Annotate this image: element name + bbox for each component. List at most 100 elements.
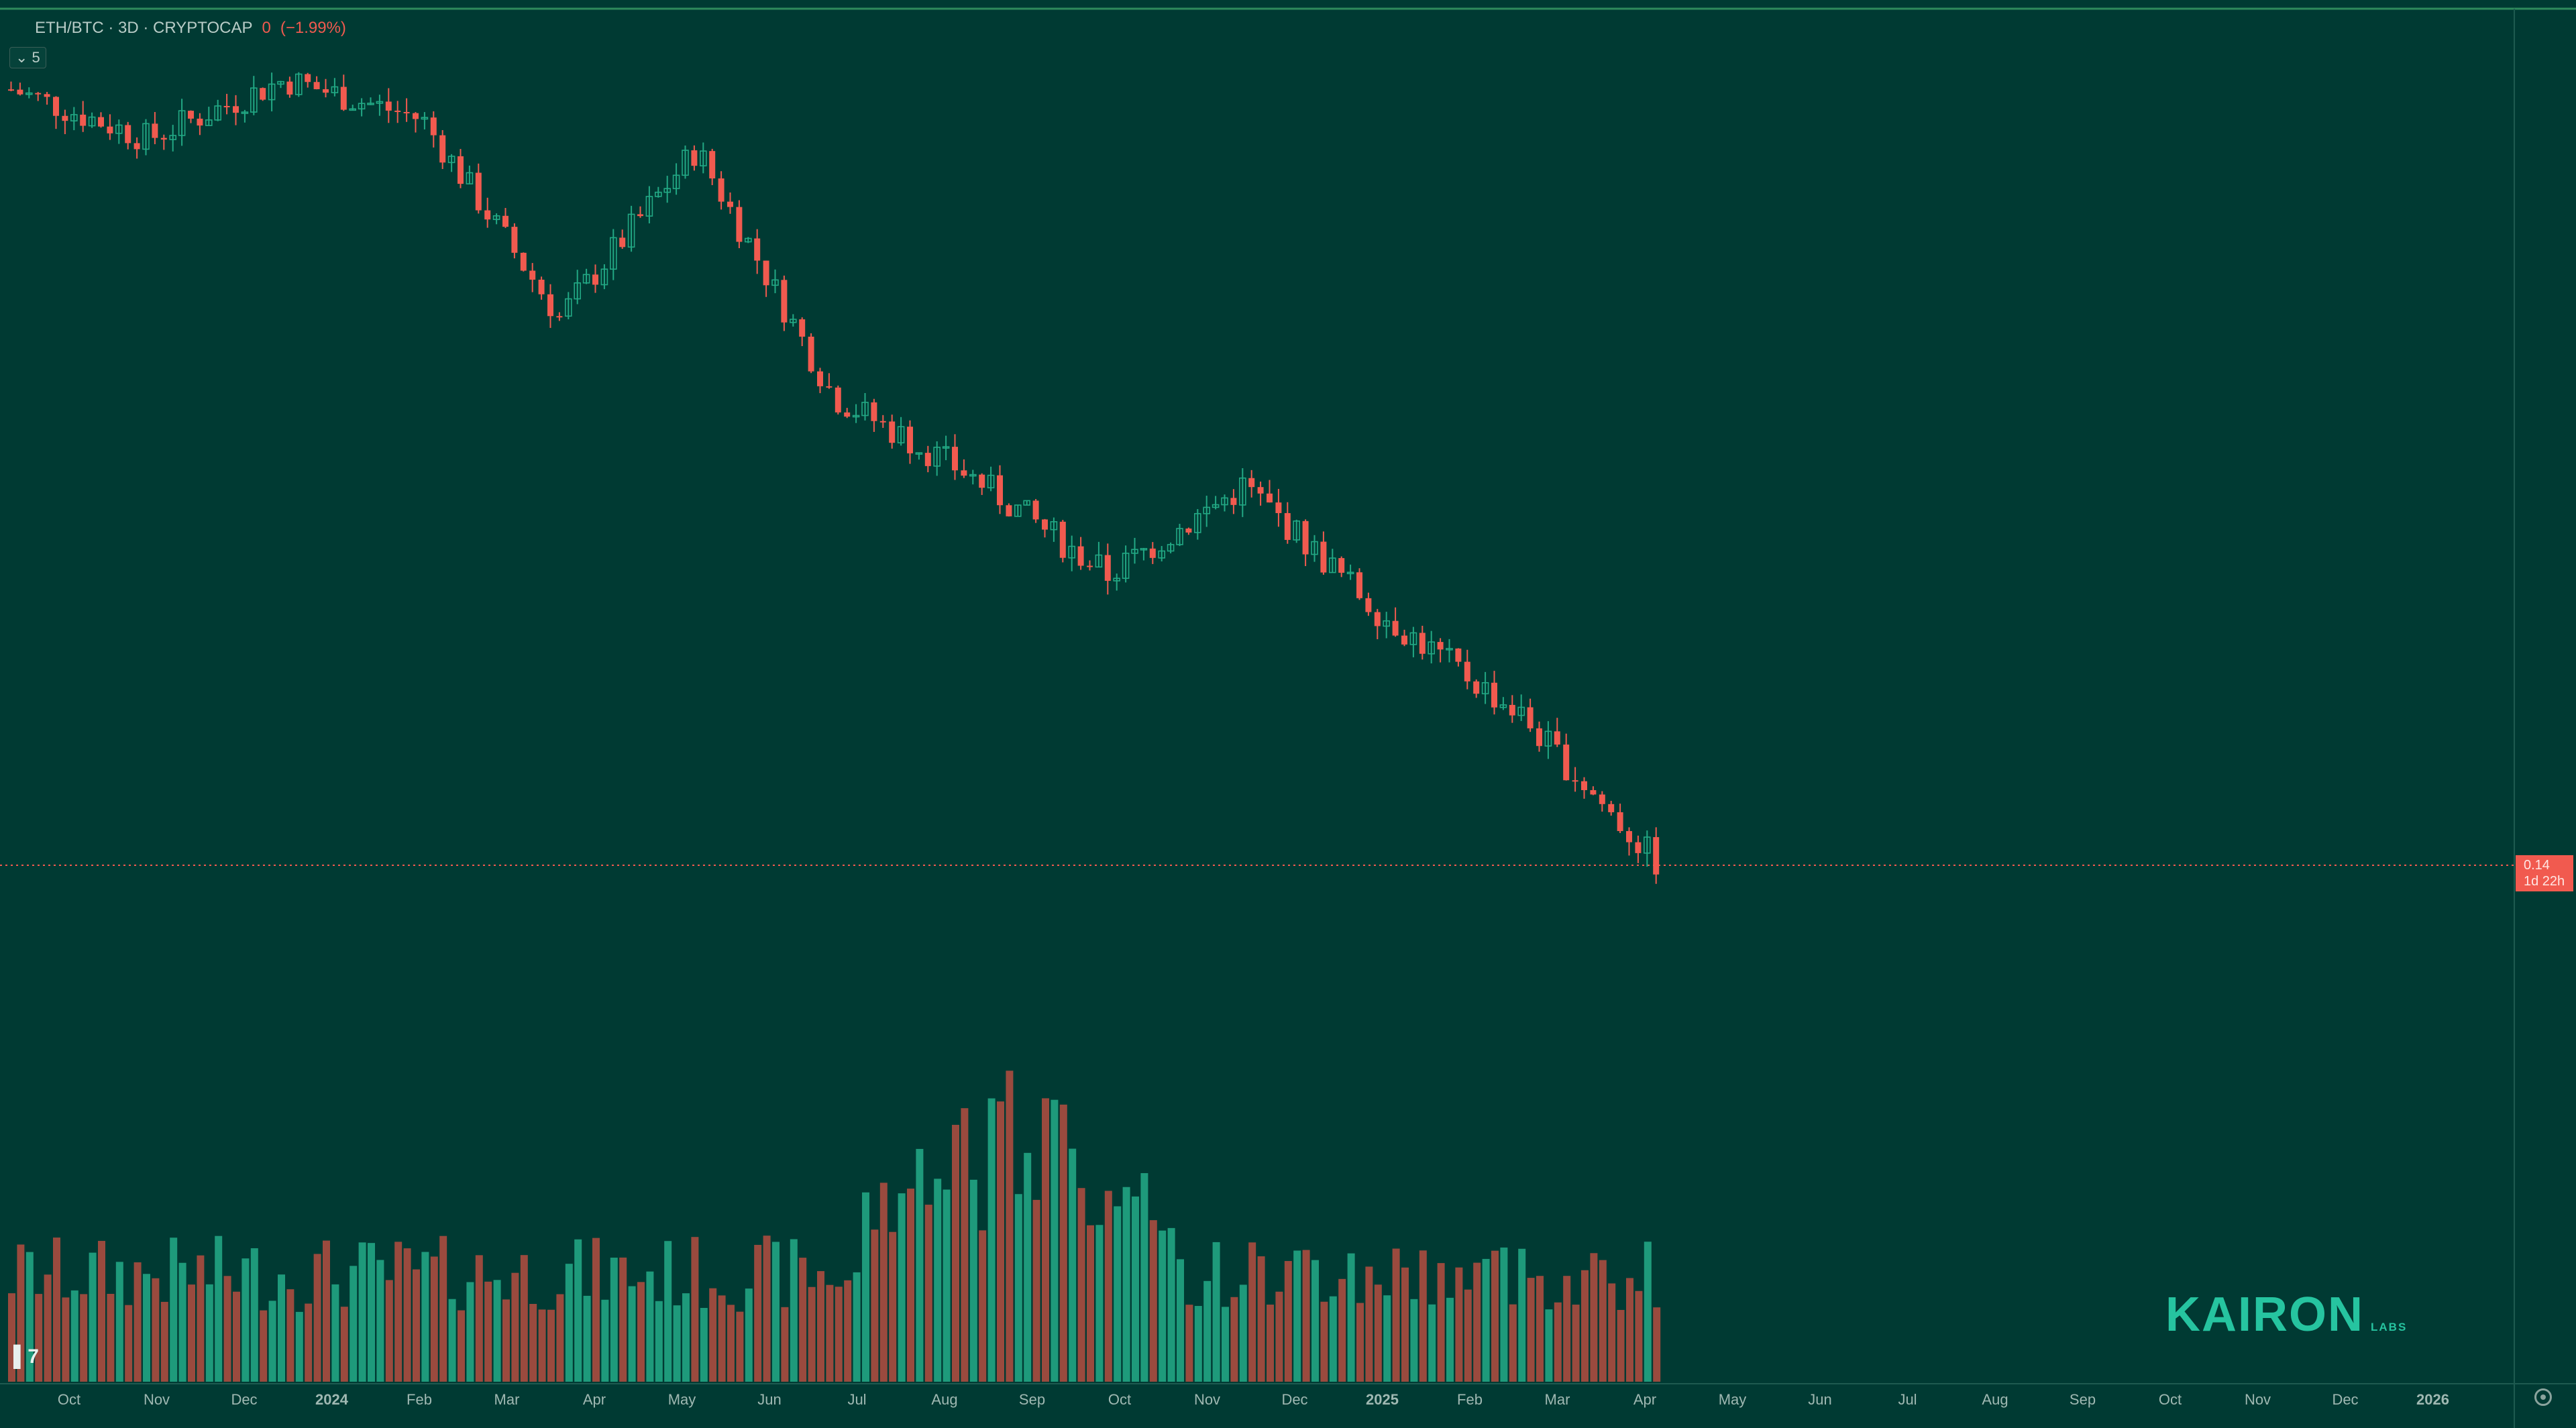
- volume-bar: [1024, 1152, 1032, 1382]
- volume-bar: [1329, 1296, 1337, 1382]
- candle-body: [574, 282, 582, 300]
- candle-body: [268, 83, 276, 101]
- time-axis-label: Apr: [1633, 1391, 1656, 1408]
- candle-body: [1464, 661, 1470, 681]
- volume-bar: [125, 1305, 133, 1382]
- volume-bar: [745, 1288, 753, 1382]
- volume-bar: [53, 1238, 60, 1382]
- candle-body: [1293, 520, 1300, 541]
- volume-bar: [1284, 1261, 1292, 1382]
- volume-bar: [1248, 1242, 1256, 1382]
- volume-bar: [987, 1098, 996, 1382]
- candle-body: [718, 178, 724, 202]
- time-axis-label: Oct: [2159, 1391, 2182, 1408]
- volume-bar: [1257, 1256, 1265, 1382]
- symbol-legend[interactable]: ETH/BTC · 3D · CRYPTOCAP 0 (−1.99%): [35, 19, 346, 38]
- candle-body: [8, 89, 14, 91]
- time-axis[interactable]: Oct Nov Dec 2024 Feb Mar Apr May Jun Jul Aug Sep Oct…: [58, 1391, 2449, 1408]
- candle-body: [627, 213, 635, 248]
- symbol-title[interactable]: ETH/BTC · 3D · CRYPTOCAP: [35, 19, 253, 37]
- candle-body: [466, 172, 474, 184]
- volume-bar: [98, 1241, 105, 1382]
- volume-bar: [790, 1239, 798, 1382]
- volume-bar: [233, 1291, 240, 1382]
- volume-bar: [1428, 1304, 1436, 1382]
- volume-bar: [772, 1242, 780, 1382]
- volume-bar: [1365, 1266, 1373, 1382]
- candle-body: [672, 174, 680, 189]
- volume-bar: [1410, 1299, 1418, 1382]
- candle-body: [277, 80, 284, 85]
- volume-bar: [1599, 1260, 1607, 1382]
- indicator-toggle-button[interactable]: ⌄ 5: [9, 47, 46, 68]
- candle-body: [736, 207, 743, 242]
- volume-bar: [610, 1258, 618, 1382]
- time-axis-label: Sep: [2070, 1391, 2096, 1408]
- candle-body: [682, 150, 689, 176]
- candle-body: [1113, 578, 1120, 582]
- time-axis-label: May: [668, 1391, 696, 1408]
- candle-body: [1590, 790, 1597, 795]
- time-axis-label: 2025: [1366, 1391, 1399, 1408]
- volume-bar: [934, 1178, 942, 1382]
- volume-bar: [241, 1258, 250, 1382]
- candle-body: [1509, 704, 1515, 716]
- volume-bar: [133, 1262, 142, 1382]
- volume-bar: [1132, 1196, 1139, 1382]
- volume-bar: [826, 1284, 834, 1382]
- candle-body: [1527, 707, 1534, 728]
- settings-icon[interactable]: [2534, 1388, 2552, 1406]
- candle-body: [663, 188, 672, 193]
- candle-body: [799, 319, 806, 337]
- candle-body: [53, 97, 59, 116]
- volume-bar: [250, 1248, 258, 1382]
- volume-bar: [511, 1272, 519, 1382]
- candle-body: [637, 214, 643, 217]
- candle-body: [924, 453, 931, 466]
- candle-body: [852, 415, 860, 418]
- candle-body: [835, 387, 841, 413]
- volume-bar: [403, 1248, 411, 1382]
- candle-body: [385, 101, 392, 111]
- indicator-count: 5: [32, 49, 40, 66]
- candle-body: [35, 93, 42, 95]
- volume-bar: [1159, 1230, 1167, 1382]
- candle-body: [349, 108, 357, 111]
- volume-bar: [188, 1284, 195, 1382]
- chevron-down-icon: ⌄: [15, 49, 28, 66]
- candle-body: [790, 319, 797, 323]
- candle-body: [1356, 572, 1362, 598]
- volume-bar: [969, 1179, 977, 1382]
- candle-body: [160, 138, 167, 140]
- volume-bar: [385, 1280, 393, 1382]
- candle-body: [323, 89, 329, 93]
- candle-body: [1140, 548, 1148, 551]
- volume-bar: [1554, 1302, 1562, 1382]
- candle-body: [645, 196, 653, 217]
- volume-bar: [538, 1309, 546, 1382]
- volume-bar: [754, 1244, 762, 1382]
- volume-bar: [1527, 1278, 1535, 1382]
- time-axis-label: Nov: [2245, 1391, 2271, 1408]
- candle-body: [897, 426, 905, 443]
- candle-body: [1212, 504, 1220, 508]
- legend-change: (−1.99%): [280, 19, 346, 37]
- volume-bar: [943, 1189, 951, 1382]
- volume-bar: [1122, 1187, 1130, 1382]
- volume-bar: [997, 1101, 1004, 1382]
- time-axis-label: Apr: [583, 1391, 606, 1408]
- candle-body: [421, 117, 429, 120]
- volume-bar: [529, 1304, 537, 1382]
- volume-bar: [1077, 1188, 1085, 1382]
- candle-body: [1032, 500, 1039, 520]
- volume-bar: [1455, 1267, 1463, 1382]
- volume-bar: [1608, 1283, 1616, 1382]
- candle-body: [511, 227, 518, 253]
- volume-bar: [1482, 1258, 1490, 1382]
- candle-body: [223, 105, 230, 107]
- volume-bar: [1014, 1194, 1022, 1382]
- current-price-badge: 0.14 1d 22h: [2516, 855, 2573, 891]
- time-axis-label: May: [1719, 1391, 1747, 1408]
- tradingview-logo-icon[interactable]: ▌7: [13, 1345, 39, 1368]
